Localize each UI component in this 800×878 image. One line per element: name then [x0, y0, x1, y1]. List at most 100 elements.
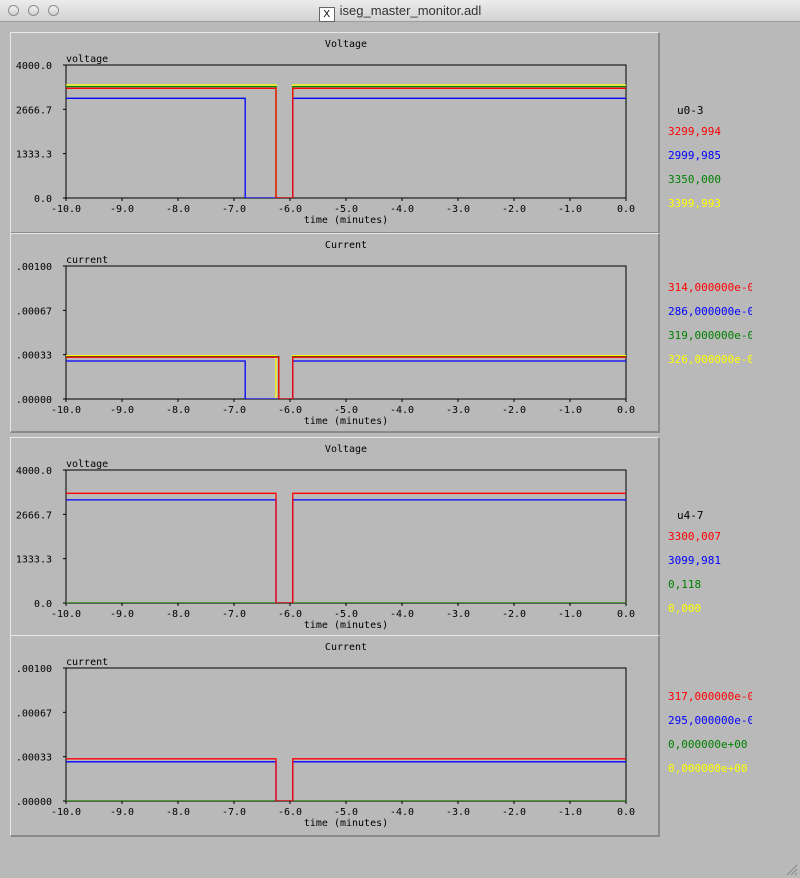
strip-chart: Voltage voltage -10.0 -9.0 -8.0 -7.0 -6.0 -5.0 -…: [16, 444, 635, 631]
y-tick-label: .00067: [16, 708, 52, 719]
plot-area: [65, 469, 627, 604]
x-tick-label: -8.0: [166, 405, 190, 416]
legend-heading: u4-7: [677, 510, 704, 522]
series-line: [66, 356, 626, 399]
y-axis-label: voltage: [66, 54, 108, 65]
x-tick-label: -6.0: [278, 405, 302, 416]
series-line: [66, 354, 626, 399]
x-tick-label: -4.0: [390, 807, 414, 818]
readout-value: 0,000000e+00: [668, 738, 748, 751]
readout-legend: 314,000000e-06 286,000000e-06 319,000000e-…: [668, 281, 752, 377]
readout-legend: u0-3 3299,994 2999,985 3350,000 3399,993: [668, 105, 752, 221]
y-tick-label: .00000: [16, 797, 52, 808]
series-line: [66, 97, 626, 198]
x-tick-label: -2.0: [502, 609, 526, 620]
x-tick-label: -9.0: [110, 405, 134, 416]
readout-value: 314,000000e-06: [668, 281, 752, 294]
series-line: [66, 87, 626, 198]
y-tick-label: 4000.0: [16, 61, 52, 72]
y-axis-label: current: [66, 657, 108, 668]
close-window-button[interactable]: [8, 5, 19, 16]
x-tick-label: -1.0: [558, 609, 582, 620]
x-tick-label: -3.0: [446, 405, 470, 416]
x-tick-label: -7.0: [222, 807, 246, 818]
y-tick-label: 0.0: [34, 599, 52, 610]
y-tick-label: .00100: [16, 262, 52, 273]
x-tick-label: -5.0: [334, 204, 358, 215]
zoom-window-button[interactable]: [48, 5, 59, 16]
x-tick-label: -2.0: [502, 807, 526, 818]
x-tick-label: -6.0: [278, 609, 302, 620]
plot-area: [65, 265, 627, 400]
x-tick-label: -10.0: [51, 609, 81, 620]
x-tick-label: -5.0: [334, 609, 358, 620]
x-axis-label: time (minutes): [304, 818, 388, 829]
minimize-window-button[interactable]: [28, 5, 39, 16]
readout-value: 3399,993: [668, 197, 721, 210]
readout-value: 0,118: [668, 578, 702, 591]
resize-grip-icon[interactable]: [784, 862, 798, 876]
x-tick-label: -6.0: [278, 807, 302, 818]
x-tick-label: -7.0: [222, 204, 246, 215]
y-tick-label: .00000: [16, 395, 52, 406]
y-tick-label: 4000.0: [16, 466, 52, 477]
strip-chart-panel: Voltage voltage -10.0 -9.0 -8.0 -7.0 -6.0 -5.0 -…: [10, 32, 660, 234]
x-tick-label: -7.0: [222, 405, 246, 416]
x-tick-label: -6.0: [278, 204, 302, 215]
strip-chart-panel: Current current -10.0 -9.0 -8.0 -7.0 -6.0 -5.0 -…: [10, 233, 660, 433]
x-tick-label: 0.0: [617, 204, 635, 215]
readout-value: 3300,007: [668, 530, 721, 543]
x-tick-label: -3.0: [446, 807, 470, 818]
readout-value: 0,000000e+00: [668, 762, 748, 775]
y-tick-label: 2666.7: [16, 105, 52, 116]
readout-value: 295,000000e-06: [668, 714, 752, 727]
series-line: [66, 499, 626, 603]
strip-chart-panel: Voltage voltage -10.0 -9.0 -8.0 -7.0 -6.0 -5.0 -…: [10, 437, 660, 637]
x-tick-label: -4.0: [390, 609, 414, 620]
x-tick-label: 0.0: [617, 807, 635, 818]
x-tick-label: -5.0: [334, 405, 358, 416]
y-tick-label: .00100: [16, 664, 52, 675]
chart-title: Voltage: [325, 39, 367, 50]
readout-value: 3099,981: [668, 554, 721, 567]
series-line: [66, 492, 626, 603]
y-tick-label: 2666.7: [16, 510, 52, 521]
readout-legend: 317,000000e-06 295,000000e-06 0,000000e+00…: [668, 690, 752, 786]
x-tick-label: -1.0: [558, 807, 582, 818]
x-axis-label: time (minutes): [304, 620, 388, 631]
x-tick-label: -3.0: [446, 204, 470, 215]
x-tick-label: -4.0: [390, 204, 414, 215]
readout-value: 2999,985: [668, 149, 721, 162]
chart-title: Current: [325, 642, 367, 653]
strip-chart-panel: Current current -10.0 -9.0 -8.0 -7.0 -6.0 -5.0 -…: [10, 635, 660, 837]
series-line: [66, 758, 626, 801]
series-line: [66, 355, 626, 399]
y-tick-label: .00033: [16, 351, 52, 362]
x-tick-label: -2.0: [502, 204, 526, 215]
x-tick-label: -1.0: [558, 204, 582, 215]
readout-value: 3299,994: [668, 125, 721, 138]
series-line: [66, 761, 626, 801]
x-tick-label: -5.0: [334, 807, 358, 818]
x11-icon: X: [318, 7, 335, 22]
strip-chart: Current current -10.0 -9.0 -8.0 -7.0 -6.0 -5.0 -…: [16, 240, 635, 427]
readout-value: 317,000000e-06: [668, 690, 752, 703]
y-tick-label: .00067: [16, 306, 52, 317]
y-tick-label: 0.0: [34, 194, 52, 205]
x-tick-label: -8.0: [166, 204, 190, 215]
x-tick-label: 0.0: [617, 609, 635, 620]
y-axis-label: voltage: [66, 459, 108, 470]
readout-value: 3350,000: [668, 173, 721, 186]
readout-value: 319,000000e-06: [668, 329, 752, 342]
readout-value: 0,000: [668, 602, 702, 615]
x-tick-label: -1.0: [558, 405, 582, 416]
y-tick-label: .00033: [16, 753, 52, 764]
x-axis-label: time (minutes): [304, 215, 388, 226]
strip-chart: Current current -10.0 -9.0 -8.0 -7.0 -6.0 -5.0 -…: [16, 642, 635, 829]
x-tick-label: -8.0: [166, 807, 190, 818]
chart-title: Voltage: [325, 444, 367, 455]
x-tick-label: -10.0: [51, 405, 81, 416]
x-tick-label: -9.0: [110, 204, 134, 215]
